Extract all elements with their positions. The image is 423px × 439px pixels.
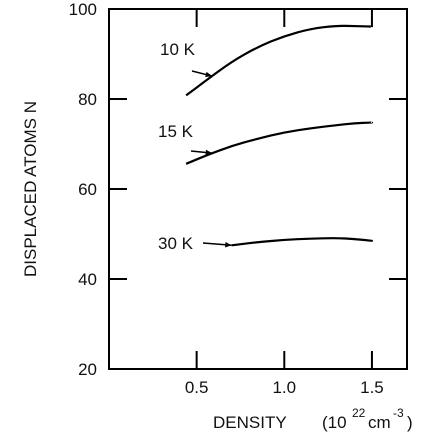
x-tick-label: 0.5	[185, 378, 209, 397]
series-line-0	[185, 24, 374, 97]
series-label-1: 15 K	[158, 122, 194, 141]
x-axis-title-main: DENSITY	[213, 413, 287, 432]
series-label-2: 30 K	[158, 234, 194, 253]
series-arrowhead-1	[205, 149, 213, 156]
series-line-1	[185, 121, 374, 165]
data-series: 10 K 15 K 30 K	[158, 24, 374, 253]
x-axis-title: DENSITY (10 22 cm -3 )	[213, 406, 413, 432]
x-tick-label: 1.5	[360, 378, 384, 397]
plot-frame	[108, 8, 408, 370]
series-line-2	[231, 237, 374, 247]
y-tick-label: 40	[78, 270, 97, 289]
x-axis-title-unit-exponent: 22	[352, 406, 366, 420]
series-arrowhead-0	[205, 71, 213, 78]
y-axis-ticks: 20 40 60 80 100	[69, 0, 407, 379]
series-label-0: 10 K	[160, 40, 196, 59]
y-axis-title: DISPLACED ATOMS N	[21, 101, 40, 277]
series-arrowhead-2	[225, 242, 232, 248]
y-tick-label: 100	[69, 0, 97, 19]
y-tick-label: 60	[78, 180, 97, 199]
x-axis-title-unit-cm: cm	[368, 413, 391, 432]
x-axis-ticks: 0.5 1.0 1.5	[185, 9, 384, 397]
x-tick-label: 1.0	[272, 378, 296, 397]
x-axis-title-unit-exponent2: -3	[393, 406, 404, 420]
x-axis-title-unit-open: (10	[322, 413, 347, 432]
y-tick-label: 80	[78, 90, 97, 109]
y-tick-label: 20	[78, 360, 97, 379]
x-axis-title-unit-close: )	[407, 413, 413, 432]
